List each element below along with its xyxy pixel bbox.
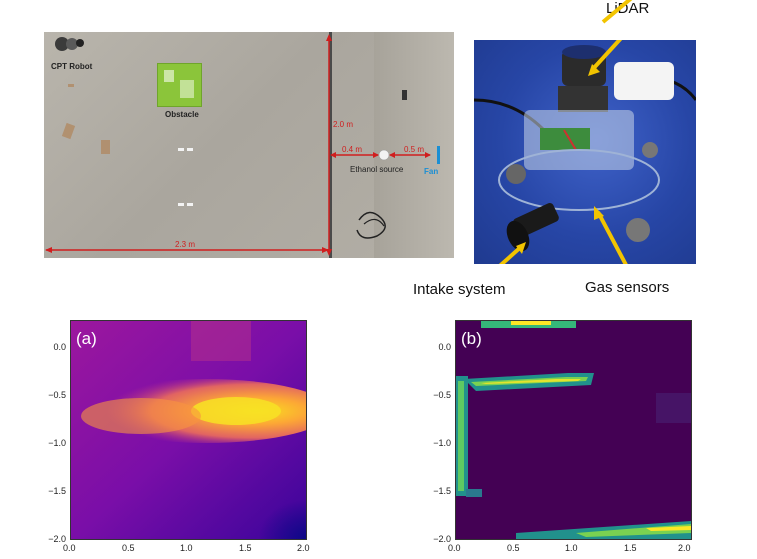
heatmap-a-plot	[71, 321, 306, 539]
obstacle-label: Obstacle	[165, 110, 199, 119]
source-offset-label: 0.4 m	[342, 145, 363, 154]
y-tick: −1.5	[433, 486, 451, 496]
tape-mark	[68, 84, 74, 87]
x-tick: 2.0	[297, 543, 310, 553]
fan-offset-label: 0.5 m	[404, 145, 425, 154]
heatmap-b-plot	[456, 321, 691, 539]
y-tick: −2.0	[48, 534, 66, 544]
marker-dot	[187, 203, 193, 206]
panel-a-label: (a)	[76, 329, 97, 348]
y-tick: −0.5	[433, 390, 451, 400]
height-label: 2.0 m	[333, 120, 354, 129]
heatmap-a: (a)	[70, 320, 307, 540]
y-tick: −1.0	[48, 438, 66, 448]
x-tick: 2.0	[678, 543, 691, 553]
panel-b-label: (b)	[461, 329, 482, 348]
x-tick: 0.5	[122, 543, 135, 553]
y-tick: −2.0	[433, 534, 451, 544]
arena-dimension-lines	[45, 34, 431, 256]
floor-divider	[329, 32, 332, 258]
heatmap-b: (b)	[455, 320, 692, 540]
y-tick: −1.0	[433, 438, 451, 448]
y-tick: −0.5	[48, 390, 66, 400]
arena-photo: CPT Robot Obstacle 2.0 m 2.3 m 0.4 m Eth…	[44, 32, 454, 258]
obstacle-box	[157, 63, 202, 107]
source-label: Ethanol source	[350, 165, 404, 174]
x-tick: 1.0	[565, 543, 578, 553]
cpt-robot-icon	[55, 37, 84, 51]
gas-sensors-label: Gas sensors	[585, 279, 670, 296]
y-tick: 0.0	[53, 342, 66, 352]
x-tick: 1.5	[239, 543, 252, 553]
x-tick: 0.0	[448, 543, 461, 553]
x-tick: 1.0	[180, 543, 193, 553]
intake-label: Intake system	[413, 281, 506, 298]
marker-dot	[187, 148, 193, 151]
robot-drawing	[474, 40, 696, 264]
marker-dot	[178, 148, 184, 151]
x-tick: 0.0	[63, 543, 76, 553]
robot-label: CPT Robot	[51, 62, 93, 71]
wall-strip	[374, 32, 454, 258]
y-tick: 0.0	[438, 342, 451, 352]
tape-mark	[101, 140, 110, 154]
robot-photo	[474, 40, 696, 264]
x-tick: 1.5	[624, 543, 637, 553]
x-tick: 0.5	[507, 543, 520, 553]
width-label: 2.3 m	[175, 240, 196, 249]
fan-icon	[437, 146, 440, 164]
marker-dot	[178, 203, 184, 206]
fan-label: Fan	[424, 167, 439, 176]
y-tick: −1.5	[48, 486, 66, 496]
